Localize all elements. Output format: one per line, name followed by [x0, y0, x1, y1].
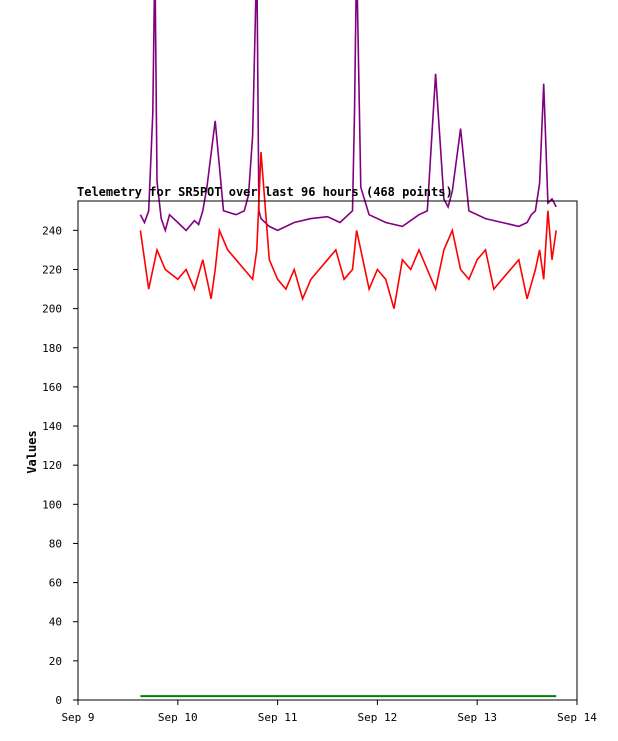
axis-layer: 0 20 40 60 80 100 120 140 160 180 200 220 240 Sep 9 Se…	[42, 224, 597, 724]
series-line-1	[139, 152, 557, 309]
y-tick-label: 200	[42, 303, 62, 316]
plot-frame	[77, 200, 578, 701]
series-line-0	[139, 0, 557, 234]
x-tick-label: Sep 11	[258, 711, 298, 724]
series-layer	[139, 0, 557, 698]
y-tick-label: 140	[42, 420, 62, 433]
y-tick-label: 0	[55, 694, 62, 707]
y-tick-label: 180	[42, 342, 62, 355]
y-tick-label: 120	[42, 459, 62, 472]
x-tick-label: Sep 12	[358, 711, 398, 724]
x-tick-label: Sep 13	[457, 711, 497, 724]
x-tick-label: Sep 9	[61, 711, 94, 724]
y-tick-label: 40	[49, 616, 62, 629]
y-tick-label: 240	[42, 224, 62, 237]
x-tick-label: Sep 14	[557, 711, 597, 724]
y-tick-label: 160	[42, 381, 62, 394]
y-tick-label: 80	[49, 537, 62, 550]
y-tick-label: 20	[49, 655, 62, 668]
x-tick-label: Sep 10	[158, 711, 198, 724]
y-tick-label: 220	[42, 263, 62, 276]
y-tick-label: 100	[42, 498, 62, 511]
y-axis-title: Values	[25, 430, 39, 473]
y-tick-label: 60	[49, 577, 62, 590]
chart-title: Telemetry for SR5POT over last 96 hours …	[77, 185, 453, 199]
